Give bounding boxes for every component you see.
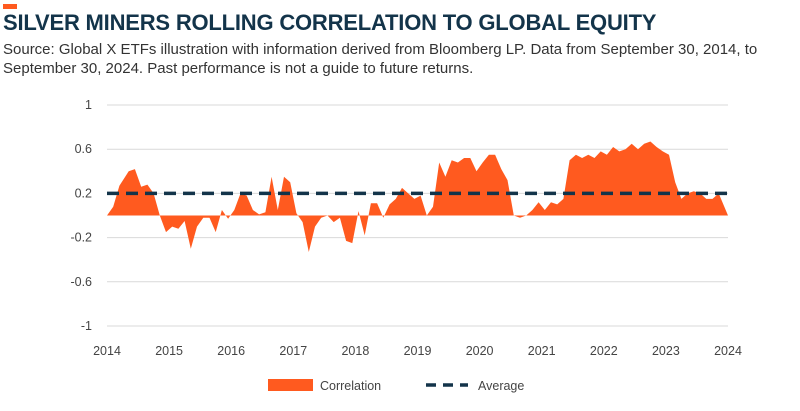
x-tick-label: 2018 [341,344,369,358]
y-tick-label: 0.2 [75,186,92,200]
y-tick-label: -1 [81,319,92,333]
x-tick-label: 2019 [404,344,432,358]
correlation-area [107,141,728,252]
x-tick-label: 2022 [590,344,618,358]
legend-correlation-swatch [268,379,313,391]
legend-average-label: Average [478,379,524,393]
x-tick-label: 2016 [217,344,245,358]
y-tick-label: -0.6 [70,275,92,289]
series-layer [107,141,728,252]
x-tick-label: 2014 [93,344,121,358]
chart-subtitle: Source: Global X ETFs illustration with … [3,41,758,77]
x-tick-label: 2020 [466,344,494,358]
y-axis-labels: 1 0.6 0.2 -0.2 -0.6 -1 [70,98,92,333]
y-tick-label: 0.6 [75,142,92,156]
x-tick-label: 2017 [279,344,307,358]
x-tick-label: 2023 [652,344,680,358]
legend: Correlation Average [268,379,524,393]
x-tick-label: 2015 [155,344,183,358]
x-axis-labels: 2014 2015 2016 2017 2018 2019 2020 2021 2022 2023… [93,344,742,358]
legend-correlation-label: Correlation [320,379,381,393]
x-tick-label: 2024 [714,344,742,358]
y-tick-label: -0.2 [70,231,92,245]
accent-bar [3,4,17,9]
chart-title: SILVER MINERS ROLLING CORRELATION TO GLO… [3,10,657,35]
x-tick-label: 2021 [528,344,556,358]
y-tick-label: 1 [85,98,92,112]
